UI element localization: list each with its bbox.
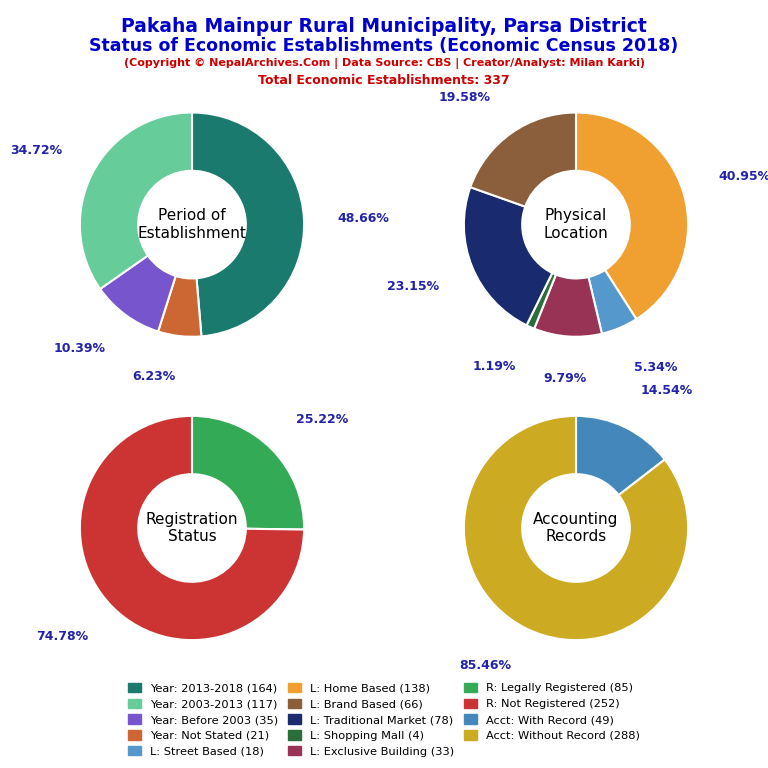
Text: Pakaha Mainpur Rural Municipality, Parsa District: Pakaha Mainpur Rural Municipality, Parsa…	[121, 17, 647, 36]
Wedge shape	[192, 416, 304, 530]
Wedge shape	[158, 276, 201, 336]
Text: 48.66%: 48.66%	[338, 212, 389, 225]
Text: 14.54%: 14.54%	[641, 384, 693, 397]
Text: 9.79%: 9.79%	[544, 372, 587, 386]
Wedge shape	[464, 416, 688, 640]
Text: 5.34%: 5.34%	[634, 361, 677, 374]
Wedge shape	[100, 256, 176, 332]
Text: 74.78%: 74.78%	[36, 631, 88, 644]
Text: Registration
Status: Registration Status	[146, 511, 238, 545]
Text: 40.95%: 40.95%	[718, 170, 768, 183]
Text: 1.19%: 1.19%	[472, 360, 516, 372]
Text: Accounting
Records: Accounting Records	[533, 511, 619, 545]
Text: 85.46%: 85.46%	[460, 659, 511, 672]
Text: 25.22%: 25.22%	[296, 412, 348, 425]
Wedge shape	[576, 112, 688, 319]
Wedge shape	[527, 273, 556, 329]
Text: Total Economic Establishments: 337: Total Economic Establishments: 337	[258, 74, 510, 87]
Text: Period of
Establishment: Period of Establishment	[137, 208, 247, 241]
Wedge shape	[576, 416, 665, 495]
Text: 19.58%: 19.58%	[439, 91, 491, 104]
Text: 10.39%: 10.39%	[54, 342, 106, 355]
Wedge shape	[588, 270, 637, 334]
Wedge shape	[80, 112, 192, 289]
Wedge shape	[80, 416, 304, 640]
Text: Physical
Location: Physical Location	[544, 208, 608, 241]
Wedge shape	[464, 187, 552, 326]
Text: 34.72%: 34.72%	[11, 144, 63, 157]
Legend: Year: 2013-2018 (164), Year: 2003-2013 (117), Year: Before 2003 (35), Year: Not : Year: 2013-2018 (164), Year: 2003-2013 (…	[122, 677, 646, 763]
Wedge shape	[470, 112, 576, 207]
Wedge shape	[192, 112, 304, 336]
Text: (Copyright © NepalArchives.Com | Data Source: CBS | Creator/Analyst: Milan Karki: (Copyright © NepalArchives.Com | Data So…	[124, 58, 644, 69]
Text: Status of Economic Establishments (Economic Census 2018): Status of Economic Establishments (Econo…	[89, 37, 679, 55]
Wedge shape	[535, 275, 602, 336]
Text: 23.15%: 23.15%	[387, 280, 439, 293]
Text: 6.23%: 6.23%	[133, 369, 176, 382]
